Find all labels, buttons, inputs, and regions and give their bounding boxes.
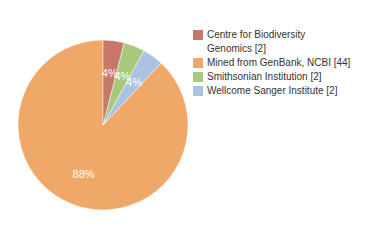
svg-text:88%: 88% — [73, 168, 95, 180]
html-text:Centre for Biodiversity Genomi: Centre for Biodiversity Genomics [2] — [207, 29, 306, 54]
html-text:Smithsonian Institution [2]: Smithsonian Institution [2] — [207, 71, 322, 82]
svg-text:4%: 4% — [126, 76, 142, 89]
html-text:Wellcome Sanger Institute [2]: Wellcome Sanger Institute [2] — [207, 85, 338, 96]
html-text:Mined from GenBank, NCBI [44]: Mined from GenBank, NCBI [44] — [207, 57, 351, 68]
svg-text:4%: 4% — [102, 67, 118, 79]
svg-text:4%: 4% — [114, 70, 131, 82]
